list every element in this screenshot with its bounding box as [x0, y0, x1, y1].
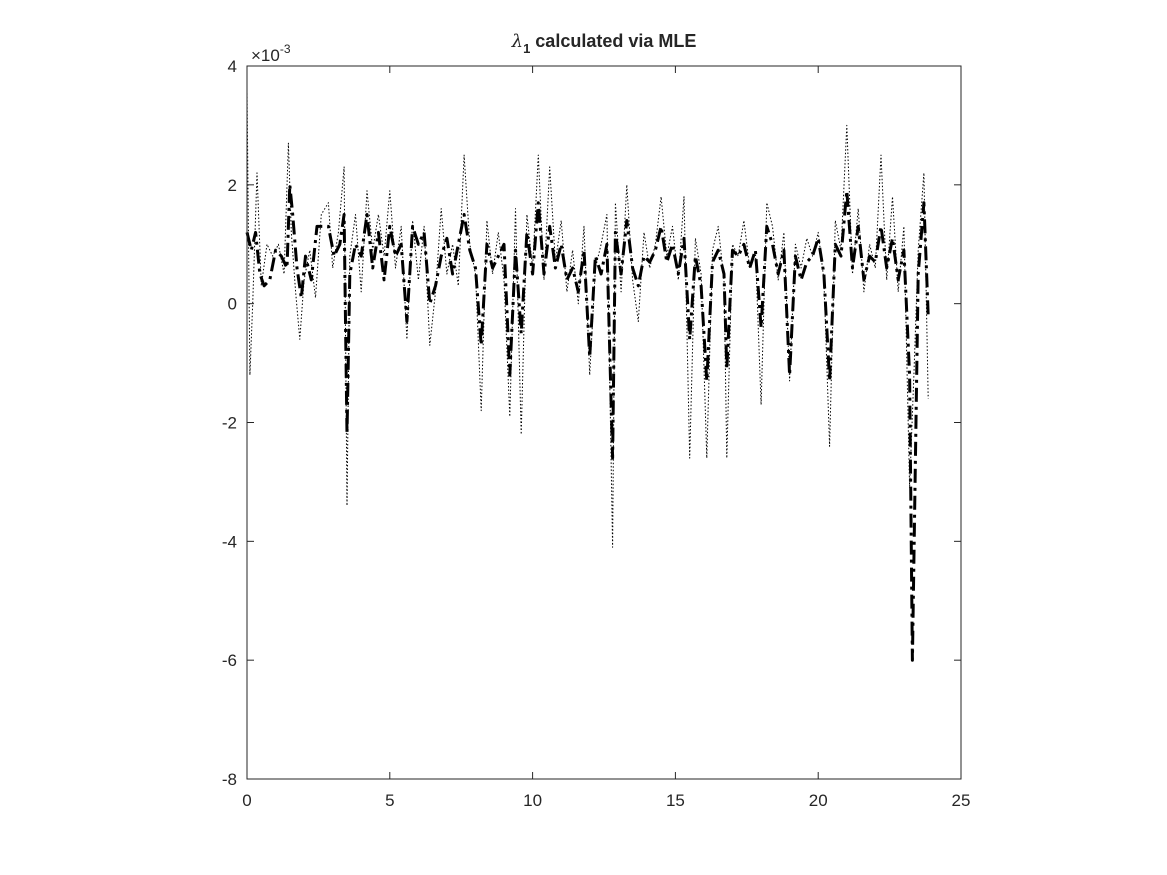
chart-title: λ1 calculated via MLE: [511, 31, 697, 56]
x-tick-label: 20: [809, 791, 828, 810]
series-layer: [245, 89, 930, 662]
y-exponent-label: ×10-3: [251, 42, 291, 65]
y-tick-label: -2: [222, 414, 237, 433]
x-tick-label: 25: [952, 791, 971, 810]
chart-title-symbol: λ: [511, 31, 523, 52]
tick-layer: 0 5 10 15 20 25 -8 -6 -4 -2 0 2 4: [222, 57, 971, 810]
y-tick-label: 2: [228, 176, 237, 195]
y-tick-label: -6: [222, 651, 237, 670]
x-tick-label: 10: [523, 791, 542, 810]
x-tick-label: 15: [666, 791, 685, 810]
y-tick-label: 4: [228, 57, 237, 76]
y-tick-label: -4: [222, 532, 237, 551]
series-line-dashdot: [245, 183, 930, 662]
y-exponent-power: -3: [280, 42, 291, 56]
y-tick-label: 0: [228, 295, 237, 314]
chart-title-text: calculated via MLE: [530, 31, 696, 51]
y-exponent-base: ×10: [251, 46, 280, 65]
chart-title-subscript: 1: [523, 41, 530, 56]
x-tick-label: 0: [242, 791, 251, 810]
x-tick-label: 5: [385, 791, 394, 810]
y-tick-label: -8: [222, 770, 237, 789]
